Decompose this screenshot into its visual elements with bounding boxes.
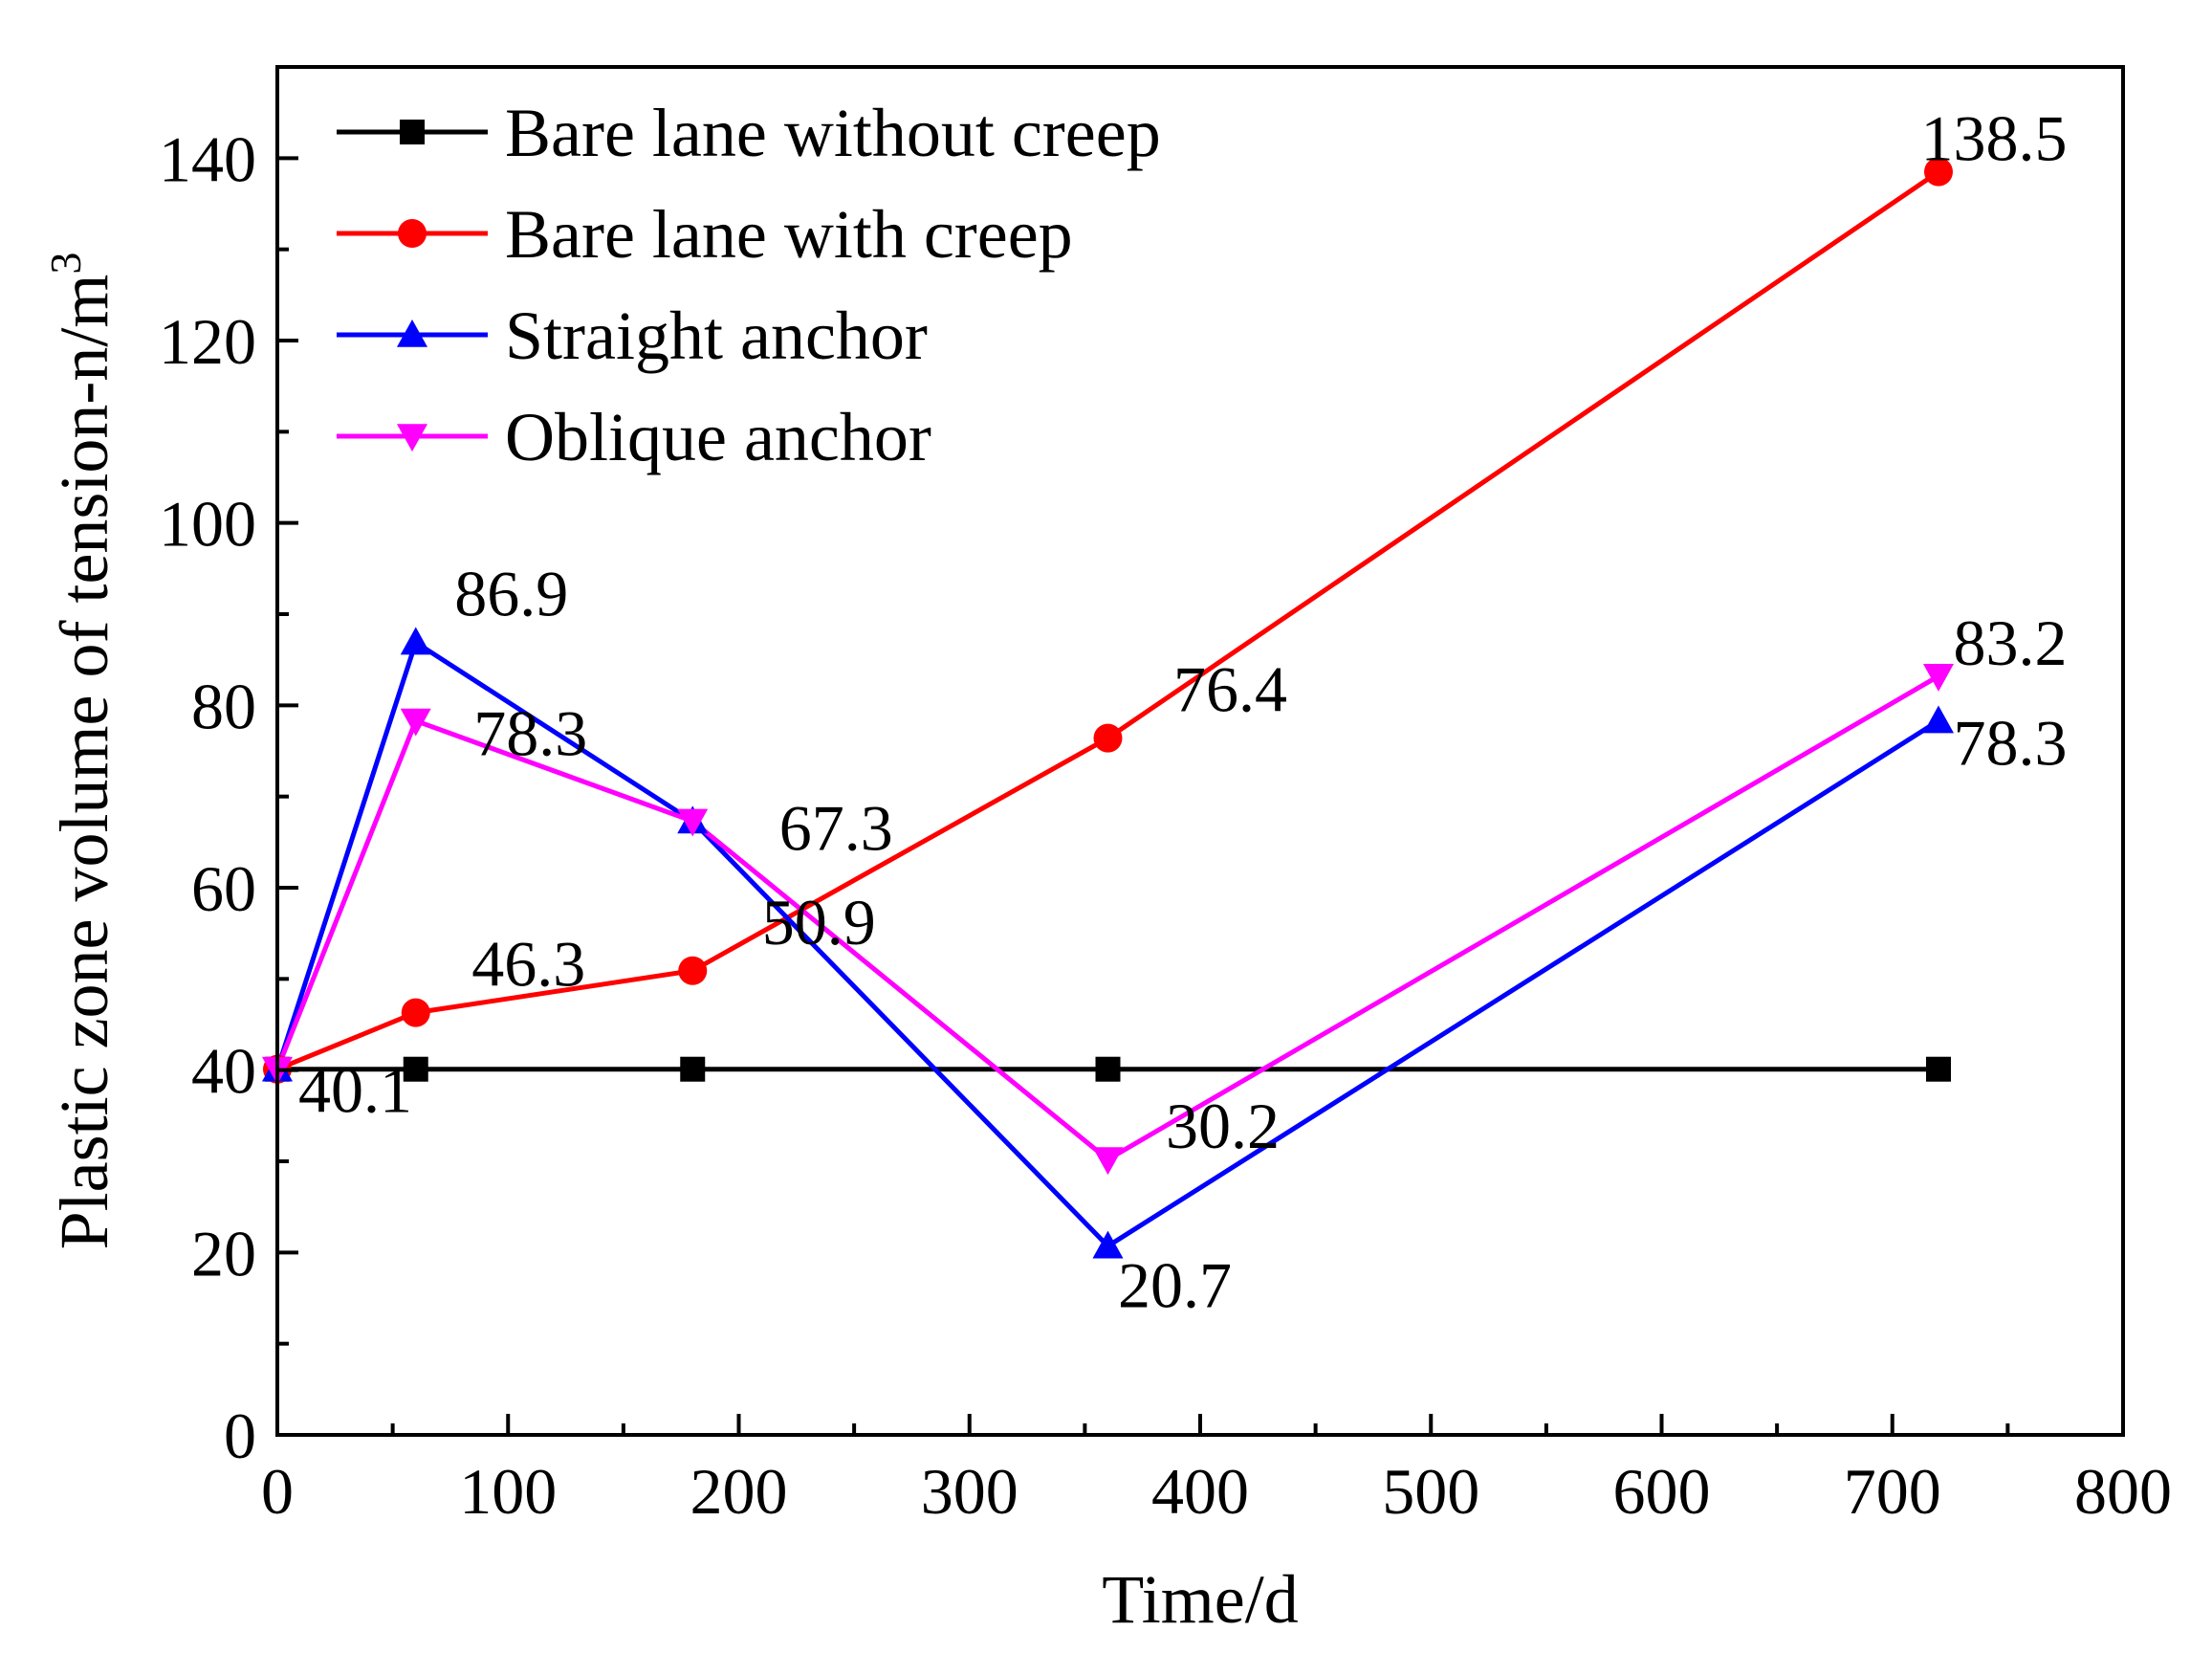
x-tick-label: 200 [690, 1455, 788, 1528]
data-label: 67.3 [779, 791, 893, 864]
series-2-point [1092, 1230, 1124, 1259]
x-tick-label: 0 [261, 1455, 294, 1528]
x-tick-label: 300 [921, 1455, 1018, 1528]
series-0-point [403, 1056, 428, 1082]
legend: Bare lane without creep Bare lane with cr… [337, 95, 1161, 475]
legend-marker [398, 219, 427, 248]
x-tick-label: 400 [1151, 1455, 1249, 1528]
x-tick-label: 500 [1382, 1455, 1479, 1528]
data-label: 76.4 [1173, 653, 1287, 726]
series-0-point [1095, 1056, 1121, 1082]
y-tick-label: 40 [191, 1035, 256, 1108]
y-tick-label: 20 [191, 1217, 256, 1289]
data-label: 86.9 [454, 558, 568, 630]
data-label: 20.7 [1118, 1249, 1232, 1322]
data-label: 50.9 [762, 886, 876, 959]
x-tick-label: 700 [1844, 1455, 1941, 1528]
data-label: 138.5 [1921, 102, 2068, 175]
data-labels: 40.1 46.3 50.9 76.4 138.5 86.9 78.3 67.3 30.2 20.… [298, 102, 2068, 1322]
legend-marker [397, 320, 427, 347]
legend-marker [400, 120, 425, 144]
y-axis-title-superscript: 3 [41, 253, 90, 275]
series-2-point [1923, 705, 1954, 734]
y-tick-label: 120 [159, 305, 256, 378]
series-3-point [677, 808, 709, 837]
y-axis-title-text: Plastic zone volume of tension-n/m [46, 275, 122, 1250]
data-label: 30.2 [1166, 1090, 1280, 1162]
legend-marker [397, 424, 427, 452]
legend-label: Bare lane without creep [505, 95, 1161, 171]
series-1-point [1093, 723, 1123, 753]
axis-tick-labels: 0 100 200 300 400 500 600 700 800 0 20 40 60 80 100 120… [159, 122, 2172, 1528]
series-1-point [678, 956, 708, 985]
x-tick-label: 600 [1613, 1455, 1711, 1528]
y-tick-label: 100 [159, 488, 256, 561]
series-3-point [1923, 664, 1954, 692]
series-1-point [401, 998, 430, 1027]
y-tick-label: 0 [224, 1400, 256, 1472]
y-tick-label: 80 [191, 670, 256, 742]
series-3-point [400, 708, 431, 737]
series-0-point [1926, 1056, 1951, 1082]
axis-ticks [275, 156, 2125, 1437]
x-axis-title: Time/d [1102, 1561, 1298, 1638]
series-2-point [400, 627, 431, 655]
x-tick-label: 100 [459, 1455, 557, 1528]
data-label: 78.3 [1954, 707, 2068, 780]
x-tick-label: 800 [2074, 1455, 2172, 1528]
y-tick-label: 60 [191, 852, 256, 925]
y-tick-label: 140 [159, 122, 256, 195]
series-3-point [1092, 1147, 1124, 1176]
data-label: 78.3 [473, 697, 587, 770]
data-label: 46.3 [471, 928, 585, 1001]
legend-label: Bare lane with creep [505, 196, 1073, 273]
legend-label: Oblique anchor [505, 399, 931, 475]
data-label: 83.2 [1954, 606, 2068, 679]
data-label: 40.1 [298, 1054, 412, 1127]
legend-label: Straight anchor [505, 298, 928, 374]
series-0-point [680, 1056, 706, 1082]
series-1-point [1924, 157, 1953, 187]
y-axis-title: Plastic zone volume of tension-n/m3 [41, 253, 122, 1250]
